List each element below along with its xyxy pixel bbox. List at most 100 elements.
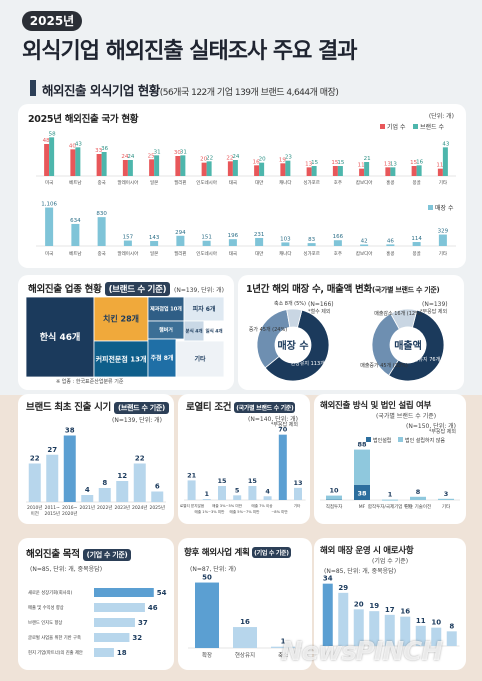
- method-label: MF: [359, 504, 366, 510]
- brand-bar: [206, 161, 212, 176]
- brand-bar: [154, 155, 160, 176]
- company-value: 15: [410, 160, 417, 166]
- company-value: 40: [69, 143, 76, 149]
- brand-value: 24: [232, 154, 239, 160]
- royalty-label: ~8% 미만: [271, 509, 288, 514]
- royalty-label: 매출 3%~5% 미만: [212, 503, 243, 508]
- purpose-label: 글로벌 사업을 위한 기반 구축: [28, 634, 81, 641]
- first-bar: [98, 488, 111, 502]
- stores-slice: [264, 309, 330, 382]
- brand-bar: [442, 147, 448, 176]
- store-bar: [202, 240, 211, 246]
- country-label: 몽골: [412, 180, 420, 186]
- first-label: 2023년: [114, 504, 130, 511]
- treemap-other-label: 기타: [194, 355, 206, 363]
- first-entry-card: 브랜드 최초 진출 시기 (브랜드 수 기준) (N=139, 단위: 개) 2…: [18, 394, 174, 524]
- difficulty-value: 29: [338, 584, 348, 592]
- difficulty-value: 11: [416, 617, 426, 625]
- royalty-label: 매출 1%~3% 미만: [195, 509, 226, 514]
- plan-card: 향후 해외사업 계획 (기업 수 기준) (N=87, 단위: 개) 50 확장 1…: [178, 538, 312, 670]
- store-value: 166: [333, 234, 344, 240]
- company-bar: [306, 167, 312, 176]
- store-value: 83: [308, 237, 315, 243]
- method-value-b: 10: [329, 487, 339, 495]
- brand-value: 13: [390, 161, 397, 167]
- country-card: 2025년 해외진출 국가 현황 (단위: 개) 기업 수 브랜드 수 48 58 미국…: [18, 104, 466, 268]
- company-bar: [175, 156, 181, 176]
- royalty-label: 로열티 받지않음: [180, 503, 205, 508]
- store-bar: [255, 237, 264, 246]
- change-pill: (국가별 브랜드 수 기준): [371, 286, 440, 294]
- difficulty-bar: [415, 625, 426, 646]
- method-bar-b: [354, 449, 370, 485]
- first-bar: [46, 454, 59, 502]
- brand-bar: [390, 167, 396, 176]
- plan-value: 50: [202, 574, 212, 582]
- royalty-meta: (N=140, 단위: 개): [248, 416, 298, 423]
- company-value: 48: [43, 138, 50, 144]
- store-country-label: 대만: [255, 250, 263, 257]
- purpose-pill: (기업 수 기준): [82, 549, 132, 561]
- store-country-label: 호주: [334, 251, 342, 257]
- store-country-label: 캄보디아: [356, 250, 373, 257]
- company-bar: [411, 166, 417, 176]
- brand-bar: [232, 160, 238, 176]
- treemap-coffee: [93, 340, 149, 378]
- store-bar: [412, 242, 421, 246]
- legend-store-swatch: [428, 205, 433, 210]
- plan-value: 1: [281, 638, 286, 646]
- company-bar: [437, 168, 443, 176]
- store-bar: [71, 223, 80, 246]
- company-bar: [122, 160, 128, 176]
- first-label: 2021년: [79, 504, 95, 511]
- company-value: 25: [148, 153, 155, 159]
- royalty-value: 13: [293, 479, 302, 487]
- store-value: 157: [123, 235, 134, 241]
- country-label: 태국: [229, 179, 237, 186]
- country-label: 대만: [255, 179, 263, 186]
- royalty-value: 1: [205, 490, 210, 498]
- company-value: 15: [331, 160, 338, 166]
- royalty-label: 매출 5%~7% 미만: [230, 509, 261, 514]
- purpose-value: 32: [132, 634, 142, 642]
- brand-bar: [127, 160, 133, 176]
- brand-value: 15: [311, 160, 318, 166]
- sales-slice-label: 매출증가 45개 (33%): [360, 362, 408, 369]
- royalty-bar: [218, 486, 226, 500]
- method-label: 합작투자/국제기업 투자: [368, 503, 413, 510]
- royalty-meta2: *무응답 제외: [270, 422, 298, 428]
- store-bar: [386, 244, 395, 246]
- country-label: 캄보디아: [356, 179, 373, 186]
- company-bar: [149, 159, 155, 176]
- store-value: 196: [228, 233, 239, 239]
- company-bar: [280, 163, 286, 176]
- brand-bar: [101, 152, 107, 176]
- royalty-value: 70: [278, 426, 288, 434]
- method-value-b: 1: [388, 491, 393, 499]
- country-label: 인도네시아: [196, 179, 218, 186]
- royalty-bar: [248, 486, 257, 500]
- difficulty-value: 34: [323, 575, 333, 583]
- store-country-label: 미국: [45, 250, 53, 257]
- treemap-coffee-label: 커피전문점 13개: [96, 354, 147, 363]
- plan-title: 향후 해외사업 계획 (기업 수 기준): [184, 546, 291, 558]
- first-bar: [63, 435, 76, 502]
- difficulty-bar: [338, 592, 349, 646]
- brand-value: 36: [101, 146, 108, 152]
- purpose-title: 해외진출 목적 (기업 수 기준): [26, 546, 132, 561]
- industry-title: 해외진출 업종 현황 (브랜드 수 기준): [28, 281, 171, 296]
- company-value: 13: [305, 161, 312, 167]
- royalty-value: 21: [187, 471, 197, 479]
- treemap-snack-label: 분식 4개: [185, 328, 202, 335]
- brand-value: 23: [285, 155, 292, 161]
- purpose-value: 54: [157, 589, 167, 597]
- first-value: 8: [102, 479, 107, 487]
- sales-slice: [388, 309, 445, 382]
- difficulty-value: 16: [400, 608, 410, 616]
- legend-brand-label: 브랜드 수: [420, 123, 444, 131]
- first-bar: [151, 491, 164, 502]
- method-card: 해외진출 방식 및 법인 설립 여부 (국가별 브랜드 수 기준) (N=150…: [314, 394, 466, 524]
- method-bar-b: [410, 496, 426, 500]
